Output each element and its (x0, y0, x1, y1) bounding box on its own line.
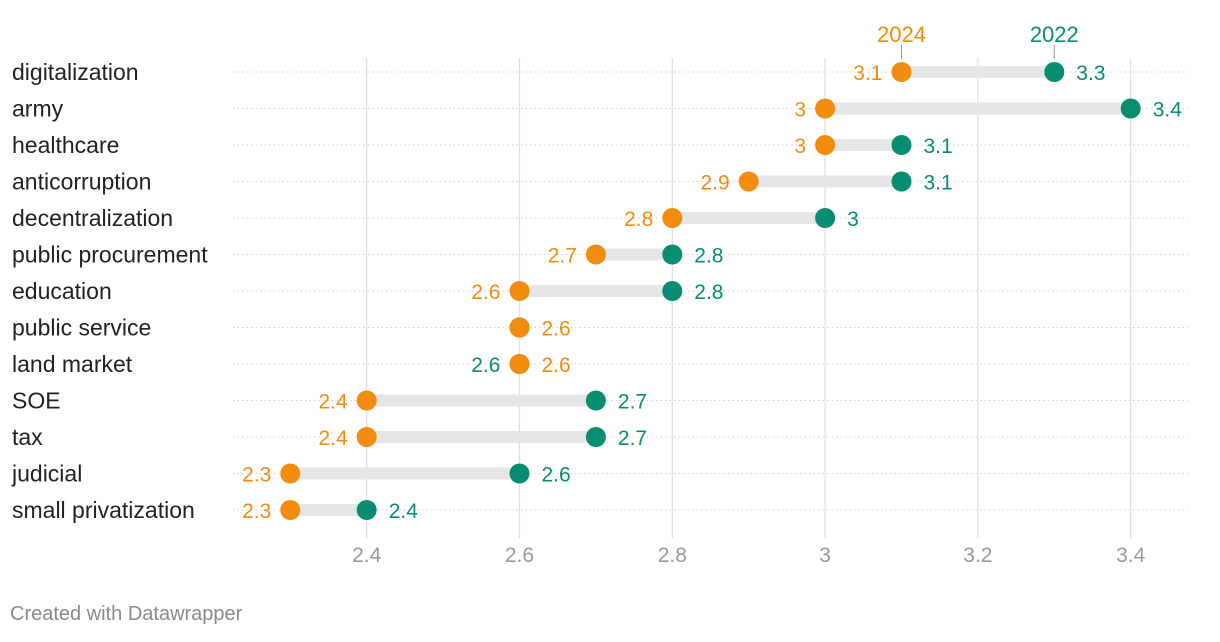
category-label: digitalization (12, 59, 139, 85)
x-tick-label: 3.2 (963, 544, 992, 567)
x-tick-label: 2.4 (352, 544, 382, 567)
value-label-2022: 3.1 (924, 172, 953, 195)
category-label: land market (12, 351, 133, 377)
value-label-2022: 3 (847, 208, 859, 231)
value-label-2024: 2.6 (542, 354, 571, 377)
value-label-2022: 2.4 (389, 500, 419, 523)
category-label: SOE (12, 388, 61, 414)
dot-2022 (1044, 62, 1065, 82)
credit-text: Created with Datawrapper (10, 603, 243, 625)
value-label-2024: 2.3 (242, 464, 271, 487)
legend-label-2024: 2024 (877, 22, 926, 47)
value-label-2024: 2.4 (318, 391, 348, 414)
dot-2024 (815, 135, 836, 155)
value-label-2024: 3.1 (853, 62, 882, 85)
value-label-2022: 2.8 (694, 245, 723, 268)
value-label-2024: 2.7 (548, 245, 577, 268)
value-label-2024: 3 (794, 99, 806, 122)
category-label: anticorruption (12, 169, 151, 195)
value-label-2022: 2.6 (471, 354, 500, 377)
dot-2024 (509, 317, 530, 338)
dot-2022 (509, 463, 530, 484)
value-label-2024: 3 (794, 135, 806, 158)
dot-2024 (509, 354, 530, 374)
dot-2024 (891, 62, 912, 82)
dot-2024 (585, 244, 606, 265)
value-label-2022: 2.7 (618, 391, 647, 414)
value-label-2022: 2.7 (618, 427, 647, 450)
dot-2024 (356, 427, 377, 447)
category-label: healthcare (12, 132, 119, 158)
dot-2024 (509, 281, 530, 301)
value-label-2022: 2.6 (542, 464, 571, 487)
dot-2022 (891, 135, 912, 155)
value-label-2024: 2.4 (318, 427, 348, 450)
value-label-2024: 2.3 (242, 500, 271, 523)
legend-label-2022: 2022 (1030, 22, 1079, 47)
dot-2022 (585, 427, 606, 447)
dot-2024 (738, 171, 759, 192)
dot-2022 (356, 500, 377, 520)
category-label: decentralization (12, 205, 173, 231)
category-label: education (12, 278, 112, 304)
category-label: small privatization (12, 497, 195, 523)
dot-2024 (662, 208, 683, 228)
value-label-2022: 3.1 (924, 135, 953, 158)
dot-2024 (280, 463, 301, 484)
dot-2022 (662, 244, 683, 265)
dot-2022 (1120, 98, 1141, 119)
dot-2022 (815, 208, 836, 228)
dot-2024 (815, 98, 836, 119)
dot-2022 (585, 390, 606, 411)
value-label-2024: 2.6 (471, 281, 500, 304)
category-label: tax (12, 424, 43, 450)
value-label-2022: 2.8 (694, 281, 723, 304)
x-tick-label: 3 (819, 544, 831, 567)
value-label-2022: 3.3 (1076, 62, 1105, 85)
dot-2022 (891, 171, 912, 192)
x-tick-label: 2.6 (505, 544, 534, 567)
chart: 2.4 2.6 2.8 3 3.2 3.4 digitalization army health… (11, 22, 1188, 567)
x-tick-label: 2.8 (658, 544, 687, 567)
value-label-2024: 2.9 (700, 172, 729, 195)
dot-2024 (280, 500, 301, 520)
category-label: army (12, 96, 64, 122)
value-label-2022: 3.4 (1153, 99, 1183, 122)
dot-2022 (662, 281, 683, 301)
value-label-2024: 2.8 (624, 208, 653, 231)
value-label-2024: 2.6 (542, 318, 571, 341)
x-tick-label: 3.4 (1116, 544, 1146, 567)
category-label: public procurement (12, 242, 208, 268)
category-label: judicial (11, 461, 82, 487)
category-label: public service (12, 315, 151, 341)
dot-2024 (356, 390, 377, 411)
